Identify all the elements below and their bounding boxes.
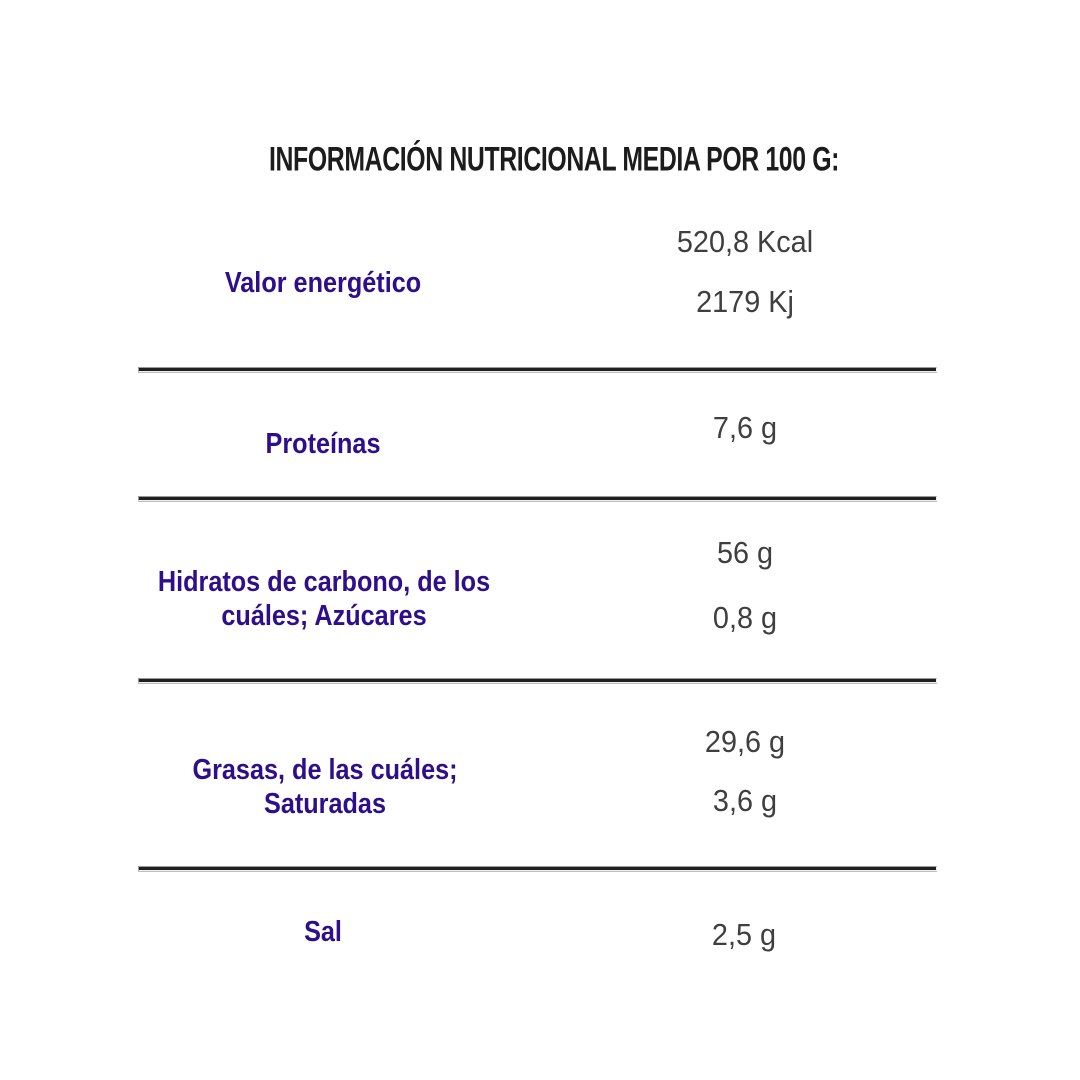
row-divider (138, 678, 937, 683)
row-label: Proteínas (266, 427, 381, 461)
row-divider (138, 367, 937, 372)
row-label-line: Proteínas (265, 428, 381, 460)
row-value-fat: 29,6 g (704, 724, 786, 759)
row-label-line: Grasas, de las cuáles; (192, 754, 458, 786)
row-divider (138, 866, 937, 871)
row-value-saturated: 3,6 g (712, 783, 778, 818)
row-label-line: Hidratos de carbono, de los (157, 566, 491, 598)
row-value-sugars: 0,8 g (712, 600, 778, 635)
row-label: Valor energético (225, 266, 421, 300)
row-value-carbs: 56 g (716, 535, 774, 570)
row-label-line: cuáles; Azúcares (221, 600, 427, 632)
row-label-line: Saturadas (263, 788, 386, 820)
row-label: Sal (304, 915, 342, 949)
row-value-kcal: 520,8 Kcal (676, 224, 814, 259)
row-value: 2,5 g (711, 917, 777, 952)
row-value: 7,6 g (712, 410, 778, 445)
row-label-line: Valor energético (224, 267, 422, 299)
row-value-kj: 2179 Kj (696, 284, 794, 319)
row-label: Hidratos de carbono, de los cuáles; Azúc… (158, 565, 490, 633)
page-title: INFORMACIÓN NUTRICIONAL MEDIA POR 100 G: (268, 140, 840, 179)
row-divider (138, 496, 937, 501)
row-label-line: Sal (304, 916, 342, 948)
row-label: Grasas, de las cuáles; Saturadas (192, 753, 457, 821)
